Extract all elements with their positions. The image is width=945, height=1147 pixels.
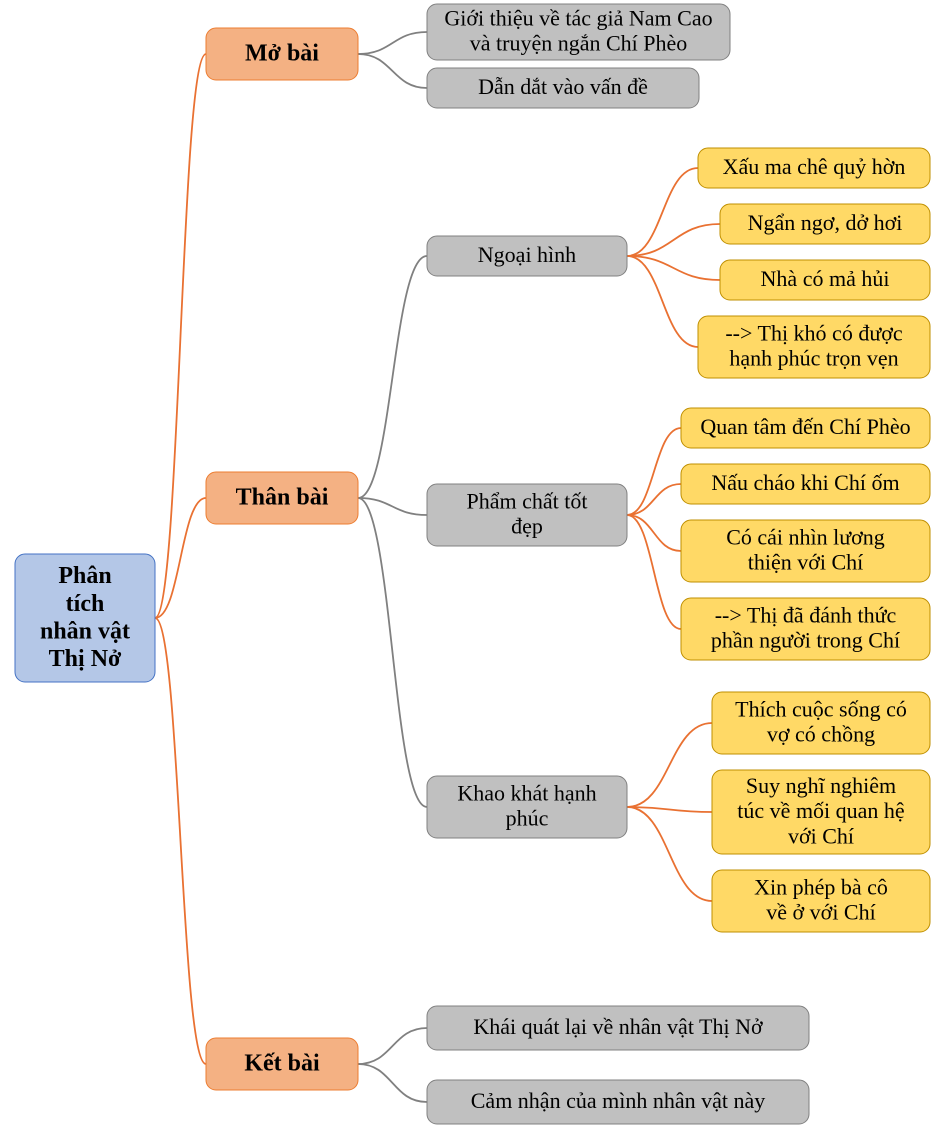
node-label: Quan tâm đến Chí Phèo — [700, 414, 910, 439]
connector — [627, 515, 681, 551]
node-label: Giới thiệu về tác giả Nam Caovà truyện n… — [444, 5, 712, 55]
node-l2: Ngẩn ngơ, dở hơi — [720, 204, 930, 244]
mindmap-diagram: Phântíchnhân vậtThị Nở Mở bài Thân bài Kết … — [0, 0, 945, 1147]
node-l8: --> Thị đã đánh thứcphần người trong Chí — [681, 598, 930, 660]
connector — [155, 618, 206, 1064]
connector — [627, 256, 720, 280]
connector — [358, 256, 427, 498]
node-mobai: Mở bài — [206, 28, 358, 80]
node-l6: Nấu cháo khi Chí ốm — [681, 464, 930, 504]
connector — [358, 498, 427, 515]
node-label: Cảm nhận của mình nhân vật này — [471, 1088, 765, 1113]
connector — [627, 428, 681, 515]
node-label: Kết bài — [244, 1051, 320, 1077]
node-l4: --> Thị khó có đượchạnh phúc trọn vẹn — [698, 316, 930, 378]
node-tb3: Khao khát hạnhphúc — [427, 776, 627, 838]
connector — [358, 54, 427, 88]
node-label: Nấu cháo khi Chí ốm — [711, 470, 899, 495]
connector — [627, 484, 681, 515]
node-mb1: Giới thiệu về tác giả Nam Caovà truyện n… — [427, 4, 730, 60]
node-kb1: Khái quát lại về nhân vật Thị Nở — [427, 1006, 809, 1050]
node-l11: Xin phép bà côvề ở với Chí — [712, 870, 930, 932]
node-label: Khái quát lại về nhân vật Thị Nở — [473, 1014, 763, 1039]
node-label: Xin phép bà côvề ở với Chí — [754, 874, 888, 924]
node-label: Nhà có mả hủi — [761, 266, 890, 291]
connector — [627, 168, 698, 256]
node-l5: Quan tâm đến Chí Phèo — [681, 408, 930, 448]
node-tb2: Phẩm chất tốtđẹp — [427, 484, 627, 546]
node-l3: Nhà có mả hủi — [720, 260, 930, 300]
connector — [358, 1028, 427, 1064]
node-label: --> Thị khó có đượchạnh phúc trọn vẹn — [725, 320, 903, 370]
node-label: Ngoại hình — [478, 242, 576, 267]
connector — [155, 54, 206, 618]
edges-layer — [155, 32, 720, 1102]
connector — [627, 807, 712, 901]
node-root: Phântíchnhân vậtThị Nở — [15, 554, 155, 682]
node-label: Dẫn dắt vào vấn đề — [478, 74, 648, 99]
node-l10: Suy nghĩ nghiêmtúc về mối quan hệvới Chí — [712, 770, 930, 854]
node-label: Mở bài — [245, 41, 319, 67]
node-label: --> Thị đã đánh thứcphần người trong Chí — [711, 602, 900, 652]
node-label: Xấu ma chê quỷ hờn — [723, 154, 906, 179]
nodes-layer: Phântíchnhân vậtThị Nở Mở bài Thân bài Kết … — [15, 4, 930, 1124]
node-label: Có cái nhìn lươngthiện với Chí — [726, 524, 885, 574]
node-thanbai: Thân bài — [206, 472, 358, 524]
node-l9: Thích cuộc sống cóvợ có chồng — [712, 692, 930, 754]
connector — [358, 498, 427, 807]
node-tb1: Ngoại hình — [427, 236, 627, 276]
connector — [358, 32, 427, 54]
connector — [627, 256, 698, 347]
node-mb2: Dẫn dắt vào vấn đề — [427, 68, 699, 108]
node-l1: Xấu ma chê quỷ hờn — [698, 148, 930, 188]
connector — [358, 1064, 427, 1102]
connector — [627, 723, 712, 807]
node-l7: Có cái nhìn lươngthiện với Chí — [681, 520, 930, 582]
node-label: Thân bài — [236, 485, 329, 511]
node-ketbai: Kết bài — [206, 1038, 358, 1090]
node-kb2: Cảm nhận của mình nhân vật này — [427, 1080, 809, 1124]
node-label: Ngẩn ngơ, dở hơi — [748, 210, 903, 235]
